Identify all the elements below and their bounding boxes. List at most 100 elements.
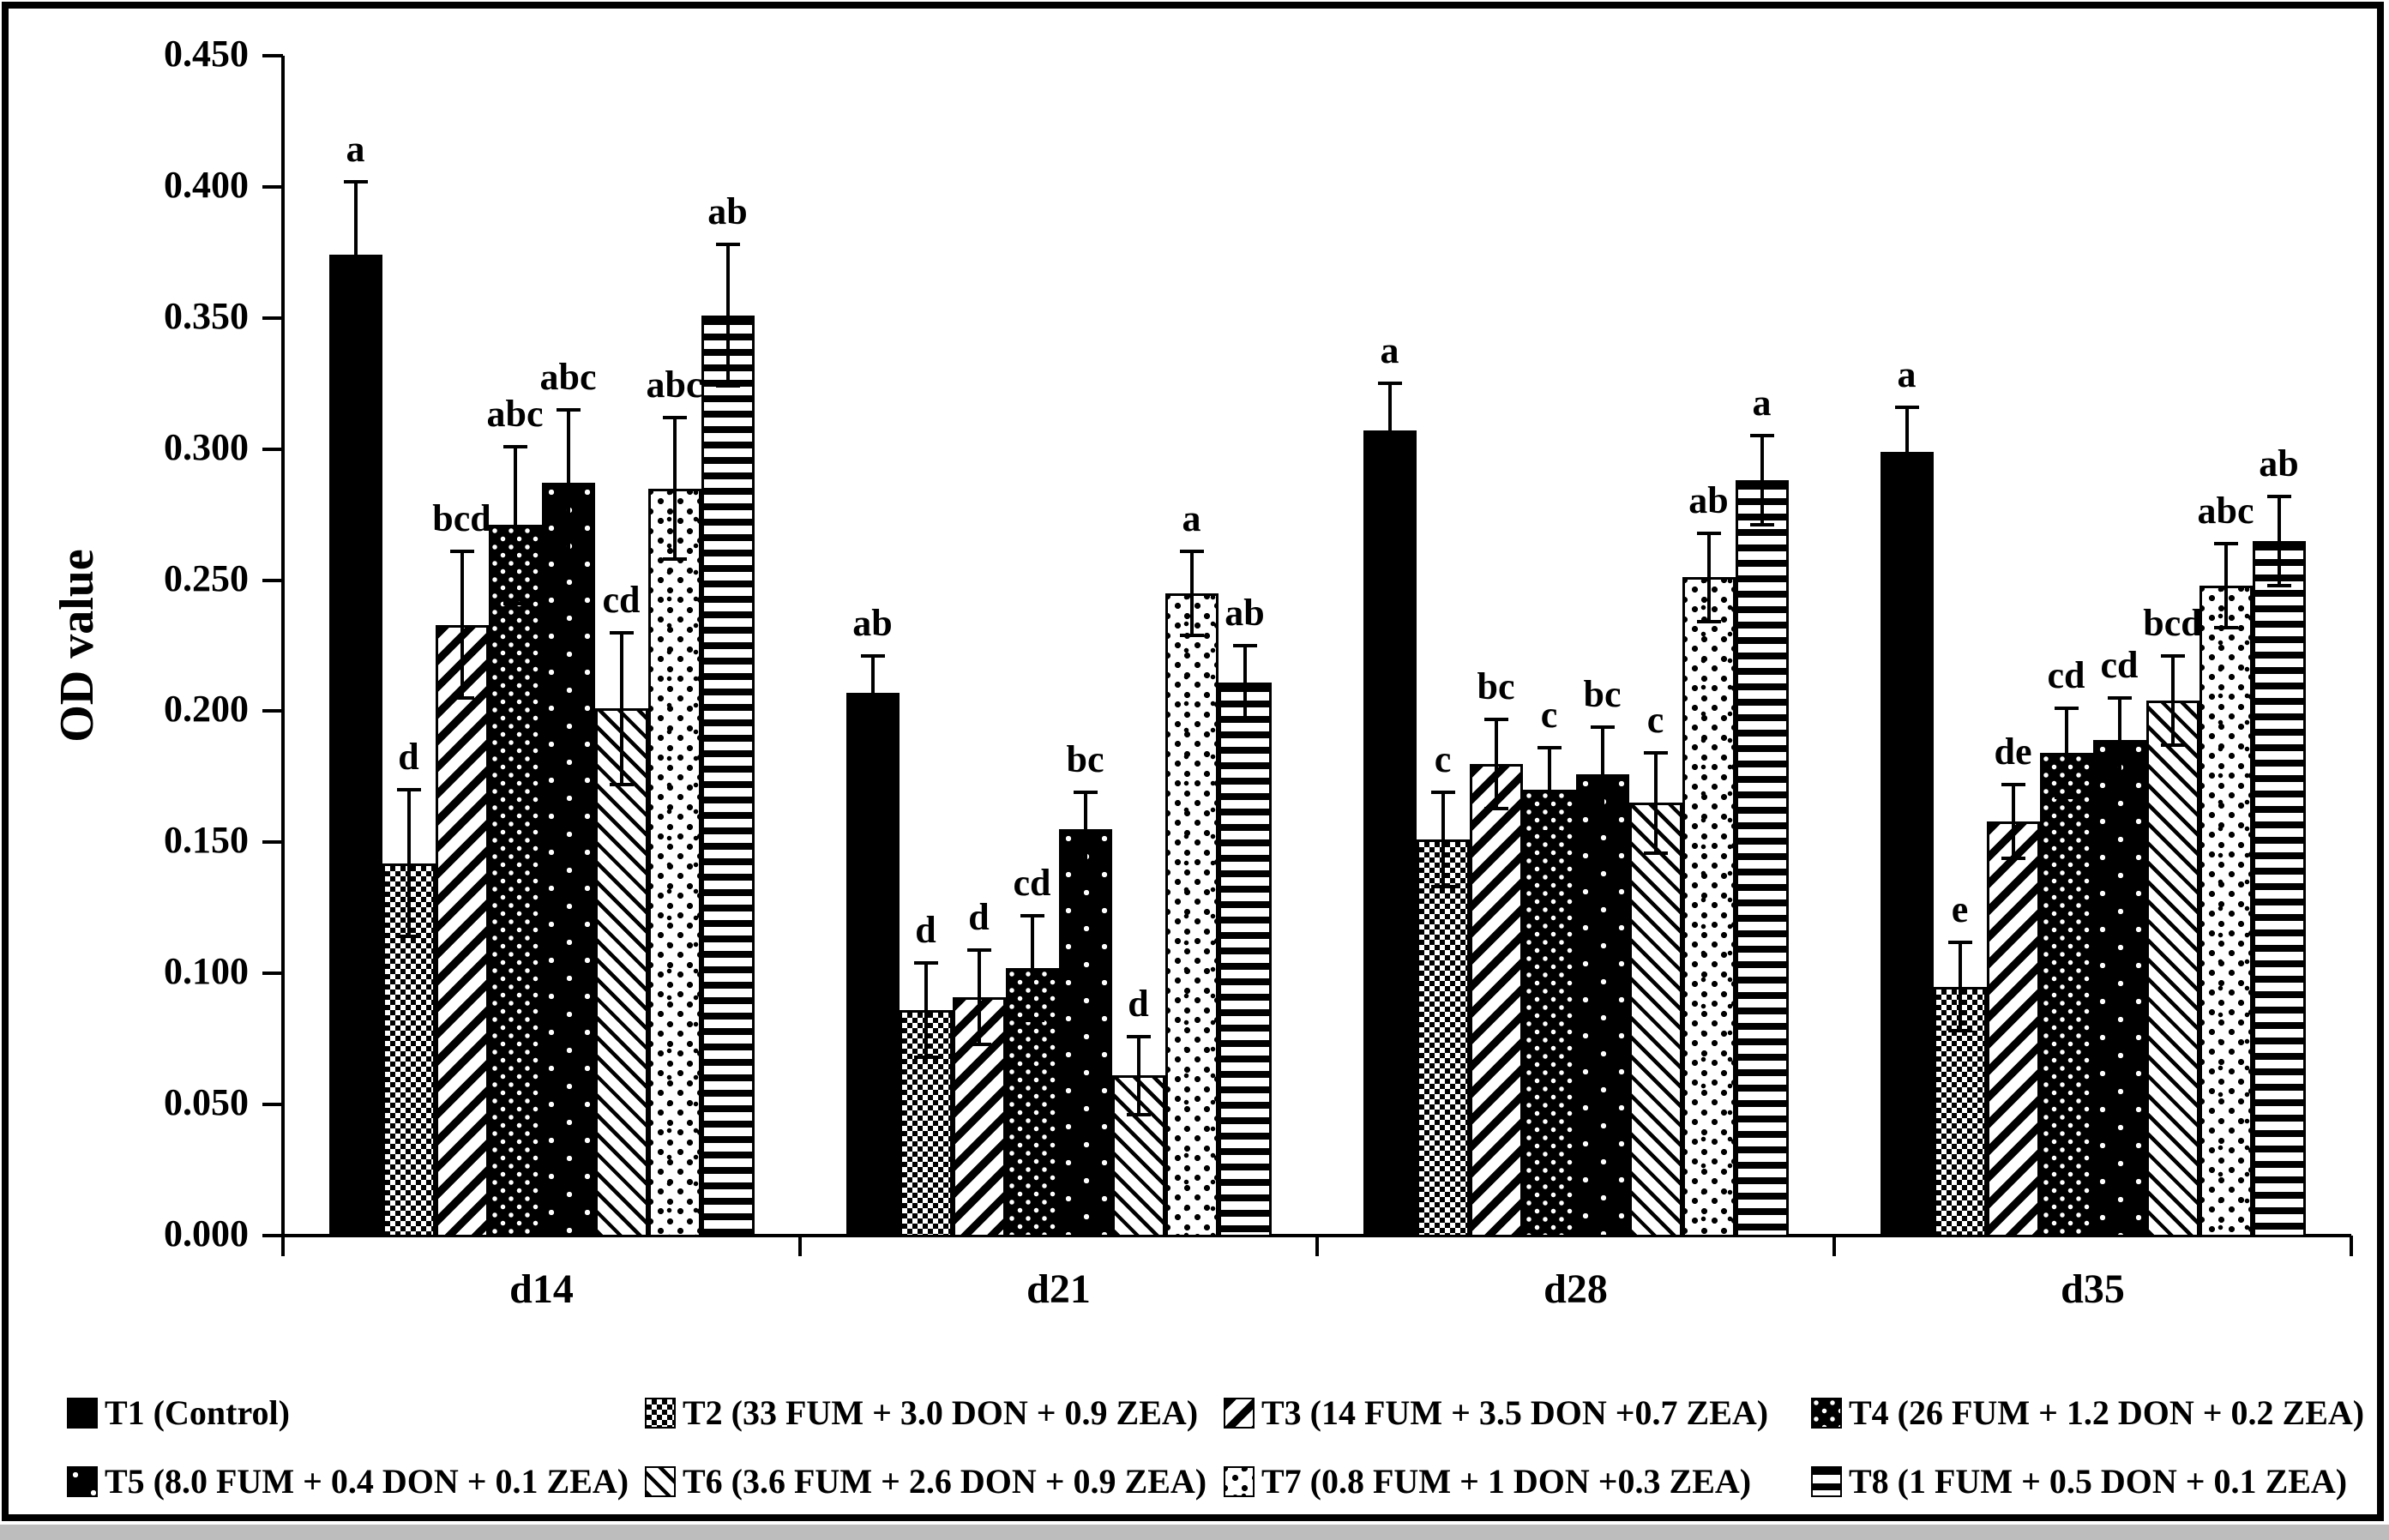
y-tick-label: 0.250 [164,556,249,599]
legend-label: T3 (14 FUM + 3.5 DON +0.7 ZEA) [1261,1393,1769,1432]
error-bar-cap-bottom [1894,494,1919,498]
error-bar-cap-top [343,179,368,183]
significance-letter: abc [2197,489,2254,532]
y-tick-mark [262,709,283,713]
y-tick-mark [262,447,283,451]
legend-swatch-dense-white-dots-on-black [1811,1398,1842,1429]
x-category-label: d35 [2061,1266,2125,1312]
error-bar-line [1030,915,1034,1021]
x-tick-mark [798,1236,802,1256]
error-bar-cap-bottom [1430,885,1455,889]
significance-letter: abc [486,392,544,435]
error-bar-cap-top [1749,434,1774,438]
error-bar-cap-top [1179,549,1204,553]
legend-label: T1 (Control) [105,1393,290,1432]
error-bar-cap-top [1947,940,1972,944]
error-bar-cap-bottom [1643,851,1668,855]
bar-T8-d14 [701,315,755,1237]
x-tick-mark [2350,1236,2353,1256]
y-axis-line [281,56,285,1256]
error-bar-cap-bottom [449,696,474,701]
error-bar-line [619,632,623,785]
y-tick-mark [262,578,283,582]
error-bar-cap-top [1073,791,1098,795]
bar-T8-d28 [1735,480,1789,1237]
error-bar-line [1760,436,1764,526]
x-tick-mark [1315,1236,1319,1256]
error-bar-line [977,949,981,1044]
error-bar-line [1653,753,1658,853]
significance-letter: a [346,127,365,170]
legend-label: T6 (3.6 FUM + 2.6 DON + 0.9 ZEA) [683,1462,1207,1501]
error-bar-cap-top [609,630,634,635]
error-bar-cap-top [2160,654,2185,659]
significance-letter: bcd [2143,602,2202,645]
error-bar-cap-top [2107,696,2132,701]
significance-letter: cd [1013,861,1051,904]
significance-letter: d [1128,982,1149,1025]
error-bar-cap-top [556,407,581,412]
error-bar-cap-top [1643,751,1668,755]
y-tick-mark [262,1103,283,1107]
bar-T7-d14 [647,488,701,1237]
significance-letter: ab [2259,442,2299,484]
significance-letter: bc [1477,665,1515,707]
error-bar-cap-bottom [1947,1029,1972,1033]
significance-letter: de [1994,731,2032,773]
error-bar-cap-bottom [2054,796,2079,800]
legend-item: T7 (0.8 FUM + 1 DON +0.3 ZEA) [1224,1461,1751,1502]
error-bar-cap-bottom [556,555,581,559]
significance-letter: a [1182,496,1201,539]
error-bar-line [2064,708,2068,798]
error-bar-cap-bottom [1590,819,1615,823]
bar-T3-d35 [1986,821,2040,1237]
error-bar-cap-bottom [1377,476,1402,480]
significance-letter: ab [707,190,748,233]
bar-T2-d35 [1933,986,1987,1237]
y-tick-label: 0.150 [164,819,249,862]
error-bar-cap-bottom [396,935,421,939]
error-bar-line [1083,792,1087,866]
error-bar-line [1189,550,1194,635]
y-tick-label: 0.350 [164,294,249,337]
error-bar-cap-bottom [609,783,634,787]
error-bar-line [1243,646,1247,719]
error-bar-cap-top [1483,717,1508,721]
significance-letter: abc [539,355,597,398]
error-bar-cap-top [2001,783,2025,787]
bar-T1-d21 [845,693,900,1237]
significance-letter: abc [646,363,703,406]
legend-swatch-thin-down-diagonal-stripes [645,1466,676,1497]
error-bar-line [1387,383,1392,478]
significance-letter: a [1380,329,1399,372]
y-tick-label: 0.450 [164,33,249,75]
y-tick-mark [262,316,283,320]
error-bar-cap-bottom [913,1056,938,1060]
legend-item: T8 (1 FUM + 0.5 DON + 0.1 ZEA) [1811,1461,2347,1502]
error-bar-cap-bottom [715,384,740,388]
error-bar-line [1958,941,1962,1032]
error-bar-cap-top [860,654,885,659]
error-bar-line [2011,785,2015,858]
bar-T3-d28 [1469,763,1523,1237]
significance-letter: ab [1688,478,1729,521]
x-tick-mark [1832,1236,1836,1256]
y-tick-label: 0.100 [164,950,249,993]
error-bar-cap-top [502,444,527,448]
error-bar-cap-top [662,415,687,419]
legend-swatch-sparse-white-dots-on-black [67,1466,98,1497]
bar-T4-d28 [1522,790,1576,1237]
legend-swatch-fine-checker-mesh [645,1398,676,1429]
error-bar-cap-top [1126,1034,1151,1038]
scan-edge-strip [0,1525,2389,1540]
legend-item: T4 (26 FUM + 1.2 DON + 0.2 ZEA) [1811,1393,2364,1434]
error-bar-cap-bottom [1020,1019,1044,1023]
bar-T5-d14 [541,483,595,1237]
legend-swatch-horizontal-stripes [1811,1466,1842,1497]
error-bar-line [1494,719,1498,809]
error-bar-line [2117,698,2121,782]
error-bar-cap-bottom [2001,856,2025,860]
error-bar-line [460,550,464,699]
significance-letter: bcd [432,496,491,539]
